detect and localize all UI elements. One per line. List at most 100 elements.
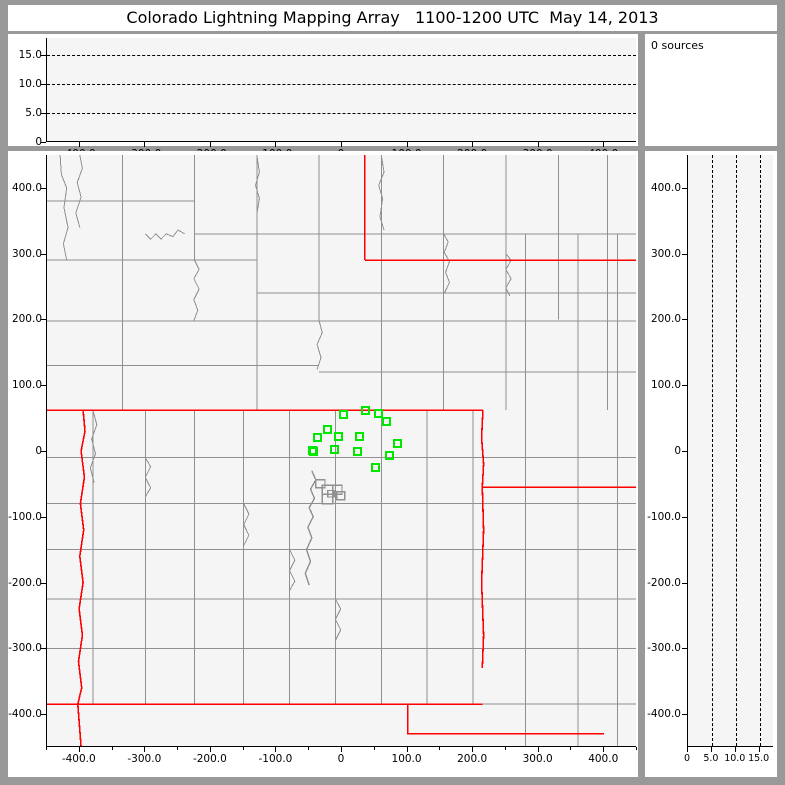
- x-minor-tick: [373, 747, 375, 750]
- x-tick-mark: [341, 747, 342, 752]
- y-tick-label: 0: [674, 445, 681, 457]
- x-minor-tick: [242, 747, 244, 750]
- y-tick-label: 400.0: [11, 181, 42, 194]
- x-minor-tick: [308, 747, 310, 750]
- y-tick-mark: [41, 648, 46, 650]
- x-tick-label: 10.0: [724, 753, 746, 764]
- x-tick-mark: [758, 747, 760, 752]
- y-tick-mark: [41, 84, 46, 86]
- x-tick-label: -100.0: [258, 753, 293, 765]
- x-tick-label: 0: [683, 753, 691, 764]
- y-tick-label: 200.0: [11, 313, 42, 326]
- x-tick-mark: [537, 747, 539, 752]
- x-minor-tick: [46, 747, 47, 750]
- x-tick-label: -400.0: [61, 753, 96, 765]
- gridline-horizontal: [47, 84, 636, 86]
- y-tick-mark: [41, 582, 46, 584]
- x-tick-mark: [472, 142, 474, 147]
- y-tick-label: -200.0: [647, 576, 681, 589]
- x-tick-mark: [406, 747, 408, 752]
- lma-station-marker: [330, 445, 340, 455]
- x-tick-mark: [687, 747, 688, 752]
- y-tick-mark: [41, 451, 46, 452]
- lma-station-marker: [353, 446, 363, 456]
- x-tick-mark: [341, 142, 342, 147]
- lma-station-marker: [374, 409, 384, 418]
- y-tick-mark: [41, 714, 46, 716]
- y-tick-mark: [41, 113, 46, 115]
- y-tick-label: 15.0: [18, 49, 42, 62]
- y-tick-mark: [41, 142, 46, 143]
- lma-station-marker: [393, 438, 403, 448]
- map-panel: -400.0 -300.0 -200.0 -100.0 0 100.0 200.0 300.0…: [8, 151, 638, 777]
- y-tick-mark: [682, 648, 687, 650]
- x-tick-mark: [734, 747, 736, 752]
- y-tick-label: -400.0: [647, 708, 681, 721]
- y-tick-label: -100.0: [647, 510, 681, 523]
- x-tick-mark: [144, 747, 146, 752]
- x-tick-label: 15.0: [748, 753, 770, 764]
- x-minor-tick: [177, 747, 179, 750]
- time-height-plot-area: [46, 38, 636, 142]
- map-plot-area[interactable]: [46, 155, 636, 747]
- height-latitude-plot-area: [687, 155, 773, 747]
- y-tick-label: 200.0: [650, 313, 681, 326]
- title-bar: Colorado Lightning Mapping Array 1100-12…: [8, 5, 777, 31]
- lma-station-marker: [338, 410, 348, 420]
- lma-station-marker: [384, 451, 394, 461]
- lma-station-marker: [354, 432, 364, 442]
- x-tick-label: 200.0: [457, 753, 488, 765]
- x-tick-mark: [710, 747, 712, 752]
- y-tick-label: 400.0: [650, 181, 681, 194]
- y-tick-mark: [41, 516, 46, 518]
- gridline-horizontal: [47, 113, 636, 115]
- y-tick-label: 0: [35, 136, 42, 148]
- x-tick-label: 100.0: [391, 753, 422, 765]
- x-tick-label: -200.0: [192, 753, 227, 765]
- y-tick-mark: [682, 582, 687, 584]
- x-tick-mark: [275, 142, 277, 147]
- lma-station-marker: [361, 405, 371, 415]
- y-tick-label: 0: [35, 445, 42, 457]
- lma-station-marker: [308, 445, 317, 455]
- height-latitude-panel: -400.0 -300.0 -200.0 -100.0 0 100.0 200.0 300.0…: [645, 151, 777, 777]
- x-minor-tick: [504, 747, 506, 750]
- y-tick-label: 300.0: [650, 247, 681, 260]
- y-tick-mark: [682, 385, 687, 387]
- y-tick-label: -300.0: [647, 642, 681, 655]
- x-tick-label: 5.0: [703, 753, 719, 764]
- x-tick-mark: [209, 142, 211, 147]
- x-tick-mark: [275, 747, 277, 752]
- x-tick-label: -300.0: [127, 753, 162, 765]
- y-tick-label: -300.0: [8, 642, 42, 655]
- x-tick-mark: [537, 142, 539, 147]
- y-tick-mark: [41, 55, 46, 57]
- source-count-panel: 0 sources: [645, 34, 777, 146]
- gridline-vertical: [711, 155, 713, 746]
- y-tick-mark: [41, 253, 46, 255]
- x-tick-mark: [144, 142, 146, 147]
- source-count-label: 0 sources: [651, 39, 704, 52]
- y-tick-mark: [682, 187, 687, 189]
- y-tick-mark: [682, 714, 687, 716]
- x-minor-tick: [636, 747, 637, 750]
- y-tick-label: -100.0: [8, 510, 42, 523]
- y-tick-mark: [41, 319, 46, 321]
- lma-station-marker: [370, 462, 380, 472]
- y-tick-label: -400.0: [8, 708, 42, 721]
- y-tick-mark: [682, 253, 687, 255]
- y-tick-mark: [682, 451, 687, 452]
- county-state-map: [47, 155, 636, 746]
- y-tick-label: 100.0: [650, 379, 681, 392]
- time-height-panel: 05.010.015.0-400.0-300.0-200.0-100.00100…: [8, 34, 638, 160]
- x-tick-mark: [603, 142, 605, 147]
- x-tick-mark: [209, 747, 211, 752]
- y-tick-mark: [41, 385, 46, 387]
- x-minor-tick: [570, 747, 572, 750]
- gridline-vertical: [735, 155, 737, 746]
- y-tick-mark: [41, 187, 46, 189]
- x-tick-mark: [78, 747, 80, 752]
- y-tick-label: 100.0: [11, 379, 42, 392]
- y-tick-label: 300.0: [11, 247, 42, 260]
